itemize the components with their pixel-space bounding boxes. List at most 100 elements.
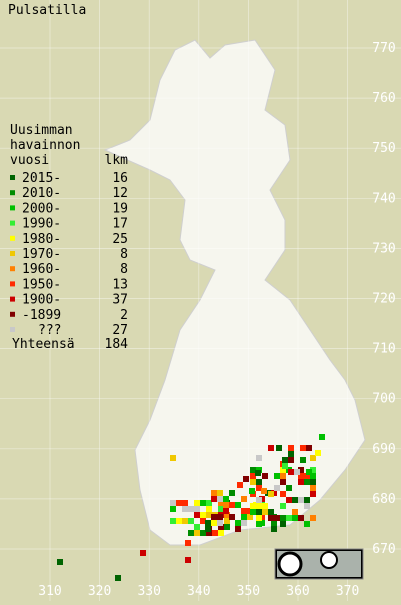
cell bbox=[185, 557, 191, 563]
legend-label: 1900- bbox=[22, 293, 61, 308]
cell bbox=[256, 455, 262, 461]
legend-count: 8 bbox=[120, 247, 128, 262]
cell bbox=[176, 500, 182, 506]
legend-count: 16 bbox=[112, 171, 128, 186]
x-label: 340 bbox=[187, 584, 210, 599]
cell bbox=[211, 490, 217, 496]
cell bbox=[276, 445, 282, 451]
cell bbox=[250, 509, 256, 515]
legend-count: 12 bbox=[112, 186, 128, 201]
cell bbox=[304, 479, 310, 485]
cell bbox=[268, 491, 274, 497]
cell bbox=[292, 497, 298, 503]
legend-count: 37 bbox=[112, 293, 128, 308]
cell bbox=[223, 508, 229, 514]
cell bbox=[194, 524, 200, 530]
y-label: 690 bbox=[372, 442, 395, 457]
cell bbox=[282, 463, 288, 469]
cell bbox=[241, 520, 247, 526]
observation-cells bbox=[57, 434, 325, 581]
legend-label: 1950- bbox=[22, 277, 61, 292]
cell bbox=[288, 451, 294, 457]
cell bbox=[298, 497, 304, 503]
cell bbox=[274, 473, 280, 479]
y-label: 740 bbox=[372, 191, 395, 206]
legend-swatch bbox=[10, 175, 15, 180]
cell bbox=[206, 530, 212, 536]
y-label: 670 bbox=[372, 542, 395, 557]
legend-count: 19 bbox=[112, 201, 128, 216]
cell bbox=[262, 509, 268, 515]
cell bbox=[211, 520, 217, 526]
cell bbox=[170, 455, 176, 461]
cell bbox=[315, 450, 321, 456]
cell bbox=[217, 514, 223, 520]
cell bbox=[250, 467, 256, 473]
legend-label: ??? bbox=[38, 323, 61, 338]
cell bbox=[218, 506, 224, 512]
cell bbox=[218, 500, 224, 506]
cell bbox=[310, 479, 316, 485]
cell bbox=[212, 530, 218, 536]
y-label: 770 bbox=[372, 41, 395, 56]
cell bbox=[288, 457, 294, 463]
cell bbox=[268, 515, 274, 521]
cell bbox=[200, 518, 206, 524]
y-label: 700 bbox=[372, 392, 395, 407]
y-label: 760 bbox=[372, 91, 395, 106]
cell bbox=[280, 473, 286, 479]
cell bbox=[200, 530, 206, 536]
cell bbox=[304, 521, 310, 527]
legend-label: 2000- bbox=[22, 201, 61, 216]
x-label: 310 bbox=[38, 584, 61, 599]
axis-labels: 310 320 330 340 350 360 370 770 760 750 740 730 720 7… bbox=[38, 41, 395, 599]
cell bbox=[200, 500, 206, 506]
legend-count: 8 bbox=[120, 262, 128, 277]
cell bbox=[288, 445, 294, 451]
cell bbox=[217, 490, 223, 496]
legend-swatch bbox=[10, 281, 15, 287]
cell bbox=[261, 488, 267, 494]
legend-label: 1970- bbox=[22, 247, 61, 262]
cell bbox=[185, 540, 191, 546]
cell bbox=[217, 520, 223, 526]
cell bbox=[274, 485, 280, 491]
cell bbox=[256, 503, 262, 509]
x-label: 350 bbox=[237, 584, 260, 599]
cell bbox=[262, 503, 268, 509]
legend-header: havainnon bbox=[10, 138, 80, 153]
cell bbox=[274, 515, 280, 521]
x-label: 330 bbox=[137, 584, 160, 599]
legend-label: 1990- bbox=[22, 217, 61, 232]
cell bbox=[280, 521, 286, 527]
legend-swatch bbox=[10, 190, 15, 196]
y-label: 730 bbox=[372, 241, 395, 256]
cell bbox=[241, 496, 247, 502]
legend-count: 27 bbox=[112, 323, 128, 338]
cell bbox=[255, 470, 261, 476]
cell bbox=[229, 502, 235, 508]
total-label: Yhteensä bbox=[12, 337, 75, 352]
cell bbox=[310, 473, 316, 479]
cell bbox=[288, 469, 294, 475]
legend-swatch bbox=[10, 251, 15, 256]
cell bbox=[218, 524, 224, 530]
cell bbox=[57, 559, 63, 565]
cell bbox=[224, 512, 230, 518]
cell bbox=[292, 509, 298, 515]
cell bbox=[280, 491, 286, 497]
legend-swatch bbox=[10, 296, 15, 302]
title: Pulsatilla bbox=[8, 3, 86, 18]
cell bbox=[249, 488, 255, 494]
cell bbox=[211, 514, 217, 520]
cell bbox=[298, 473, 304, 479]
legend-swatch bbox=[10, 327, 15, 332]
cell bbox=[256, 497, 262, 503]
cell bbox=[206, 512, 212, 518]
cell bbox=[206, 500, 212, 506]
cell bbox=[310, 467, 316, 473]
cell bbox=[115, 575, 121, 581]
cell bbox=[224, 518, 230, 524]
cell bbox=[206, 506, 212, 512]
